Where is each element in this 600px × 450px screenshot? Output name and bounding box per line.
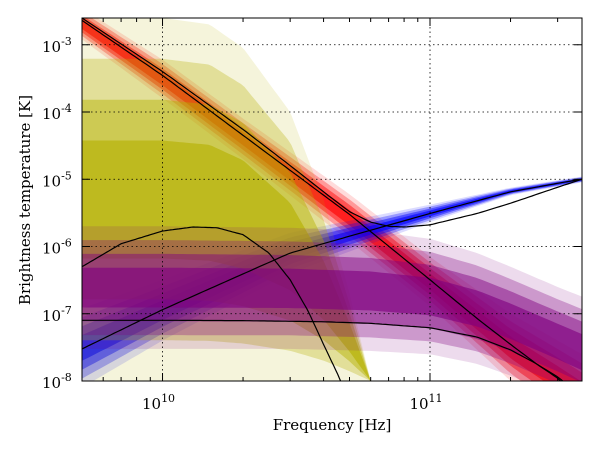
plot-frame [81, 17, 583, 382]
synchrotron-band-layer [82, 18, 581, 381]
total-line [82, 18, 582, 228]
ticks-layer [81, 18, 582, 382]
free-free-band [82, 226, 582, 381]
synchrotron-line [82, 19, 562, 381]
anomalous-microwave-line [82, 226, 342, 381]
lines-layer [82, 18, 582, 381]
free-free-band-layer [82, 267, 582, 371]
dust-line [82, 178, 582, 350]
plot-area [82, 18, 582, 381]
x-axis-title: Frequency [Hz] [273, 416, 392, 434]
y-axis-title: Brightness temperature [K] [16, 95, 34, 305]
anomalous-microwave-band-layer [82, 140, 371, 381]
free-free-line [82, 319, 564, 381]
